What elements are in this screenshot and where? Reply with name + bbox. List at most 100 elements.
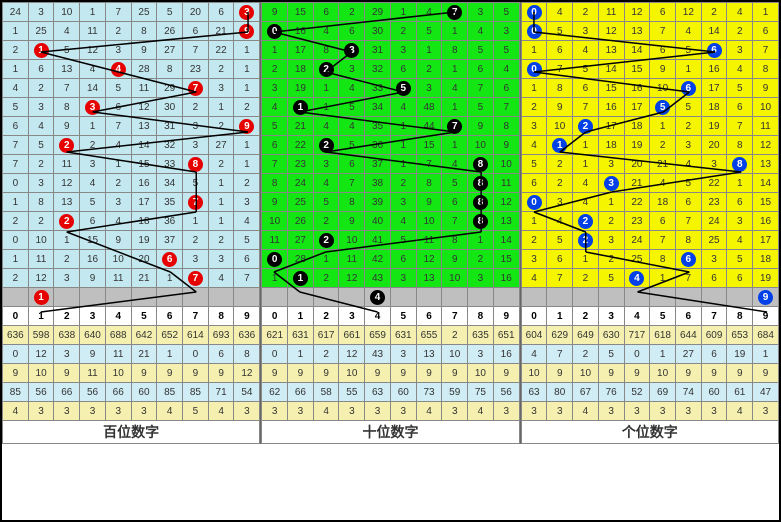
cell: 6 xyxy=(675,193,701,212)
cell: 1 xyxy=(313,98,339,117)
cell: 8 xyxy=(468,212,494,231)
cell: 6 xyxy=(262,136,288,155)
pick-ball: 2 xyxy=(319,62,334,77)
stat-cell: 598 xyxy=(28,326,54,345)
cell: 5 xyxy=(493,41,519,60)
cell: 6 xyxy=(573,79,599,98)
cell: 6 xyxy=(727,193,753,212)
cell: 8 xyxy=(547,79,573,98)
cell xyxy=(262,288,288,307)
hdr-cell: 7 xyxy=(442,307,468,326)
cell: 8 xyxy=(468,193,494,212)
gray-row: 1 xyxy=(3,288,260,307)
stat-cell: 4 xyxy=(727,402,753,421)
stat-cell: 62 xyxy=(262,383,288,402)
cell: 5 xyxy=(675,98,701,117)
cell: 15 xyxy=(624,60,650,79)
cell: 6 xyxy=(701,269,727,288)
cell: 4 xyxy=(234,212,260,231)
stat-cell: 66 xyxy=(105,383,131,402)
cell: 4 xyxy=(573,193,599,212)
pick-ball: 6 xyxy=(707,43,722,58)
cell: 35 xyxy=(365,117,391,136)
cell xyxy=(80,288,106,307)
cell: 8 xyxy=(157,60,183,79)
cell: 4 xyxy=(3,79,29,98)
cell: 21 xyxy=(131,269,157,288)
hdr-cell: 6 xyxy=(416,307,442,326)
cell: 4 xyxy=(727,3,753,22)
hdr-cell: 3 xyxy=(598,307,624,326)
stat-cell: 0 xyxy=(624,345,650,364)
data-row: 6243214522114 xyxy=(521,174,778,193)
stat-cell: 16 xyxy=(493,345,519,364)
cell xyxy=(727,288,753,307)
cell: 17 xyxy=(598,117,624,136)
cell: 1 xyxy=(521,41,547,60)
cell: 14 xyxy=(624,41,650,60)
stat-cell: 11 xyxy=(105,345,131,364)
cell: 7 xyxy=(183,41,209,60)
cell: 6 xyxy=(390,250,416,269)
panel-footer: 十位数字 xyxy=(262,421,519,444)
cell: 9 xyxy=(131,41,157,60)
pick-ball: 2 xyxy=(578,233,593,248)
cell: 6 xyxy=(313,3,339,22)
cell: 1 xyxy=(521,212,547,231)
cell: 6 xyxy=(28,60,54,79)
pick-ball: 5 xyxy=(396,81,411,96)
cell: 7 xyxy=(262,155,288,174)
cell: 7 xyxy=(105,117,131,136)
cell: 13 xyxy=(54,193,80,212)
stat-cell: 12 xyxy=(28,345,54,364)
cell: 2 xyxy=(598,250,624,269)
stat-cell: 9 xyxy=(727,364,753,383)
stat-row: 63806776526974606147 xyxy=(521,383,778,402)
stat-cell: 659 xyxy=(365,326,391,345)
cell: 9 xyxy=(416,193,442,212)
cell: 31 xyxy=(157,117,183,136)
cell: 11 xyxy=(80,22,106,41)
cell: 4 xyxy=(28,117,54,136)
cell: 1 xyxy=(416,41,442,60)
pick-ball: 7 xyxy=(188,271,203,286)
cell: 2 xyxy=(234,174,260,193)
cell: 4 xyxy=(675,22,701,41)
cell: 1 xyxy=(234,79,260,98)
cell: 19 xyxy=(753,269,779,288)
cell: 8 xyxy=(468,174,494,193)
pick-ball: 8 xyxy=(473,214,488,229)
cell: 2 xyxy=(54,136,80,155)
pick-ball: 3 xyxy=(604,176,619,191)
stat-cell: 9 xyxy=(208,364,234,383)
stat-cell: 3 xyxy=(547,402,573,421)
cell: 2 xyxy=(28,79,54,98)
cell: 17 xyxy=(701,79,727,98)
cell: 2 xyxy=(675,117,701,136)
data-row: 310217181219711 xyxy=(521,117,778,136)
stat-cell: 55 xyxy=(339,383,365,402)
pick-ball: 2 xyxy=(319,233,334,248)
stat-cell: 60 xyxy=(131,383,157,402)
cell: 0 xyxy=(262,250,288,269)
cell: 5 xyxy=(3,98,29,117)
cell: 3 xyxy=(262,79,288,98)
cell: 6 xyxy=(183,22,209,41)
cell xyxy=(105,288,131,307)
hdr-cell: 0 xyxy=(262,307,288,326)
stat-cell: 653 xyxy=(727,326,753,345)
cell: 2 xyxy=(573,117,599,136)
cell xyxy=(183,288,209,307)
data-row: 62225361151109 xyxy=(262,136,519,155)
cell: 17 xyxy=(624,98,650,117)
cell: 1 xyxy=(262,269,288,288)
cell: 13 xyxy=(131,117,157,136)
cell: 6 xyxy=(468,60,494,79)
cell: 22 xyxy=(208,41,234,60)
stat-cell: 4 xyxy=(573,402,599,421)
stat-cell: 3 xyxy=(105,402,131,421)
cell: 21 xyxy=(208,22,234,41)
cell: 3 xyxy=(183,136,209,155)
cell: 16 xyxy=(624,79,650,98)
cell: 1 xyxy=(157,269,183,288)
